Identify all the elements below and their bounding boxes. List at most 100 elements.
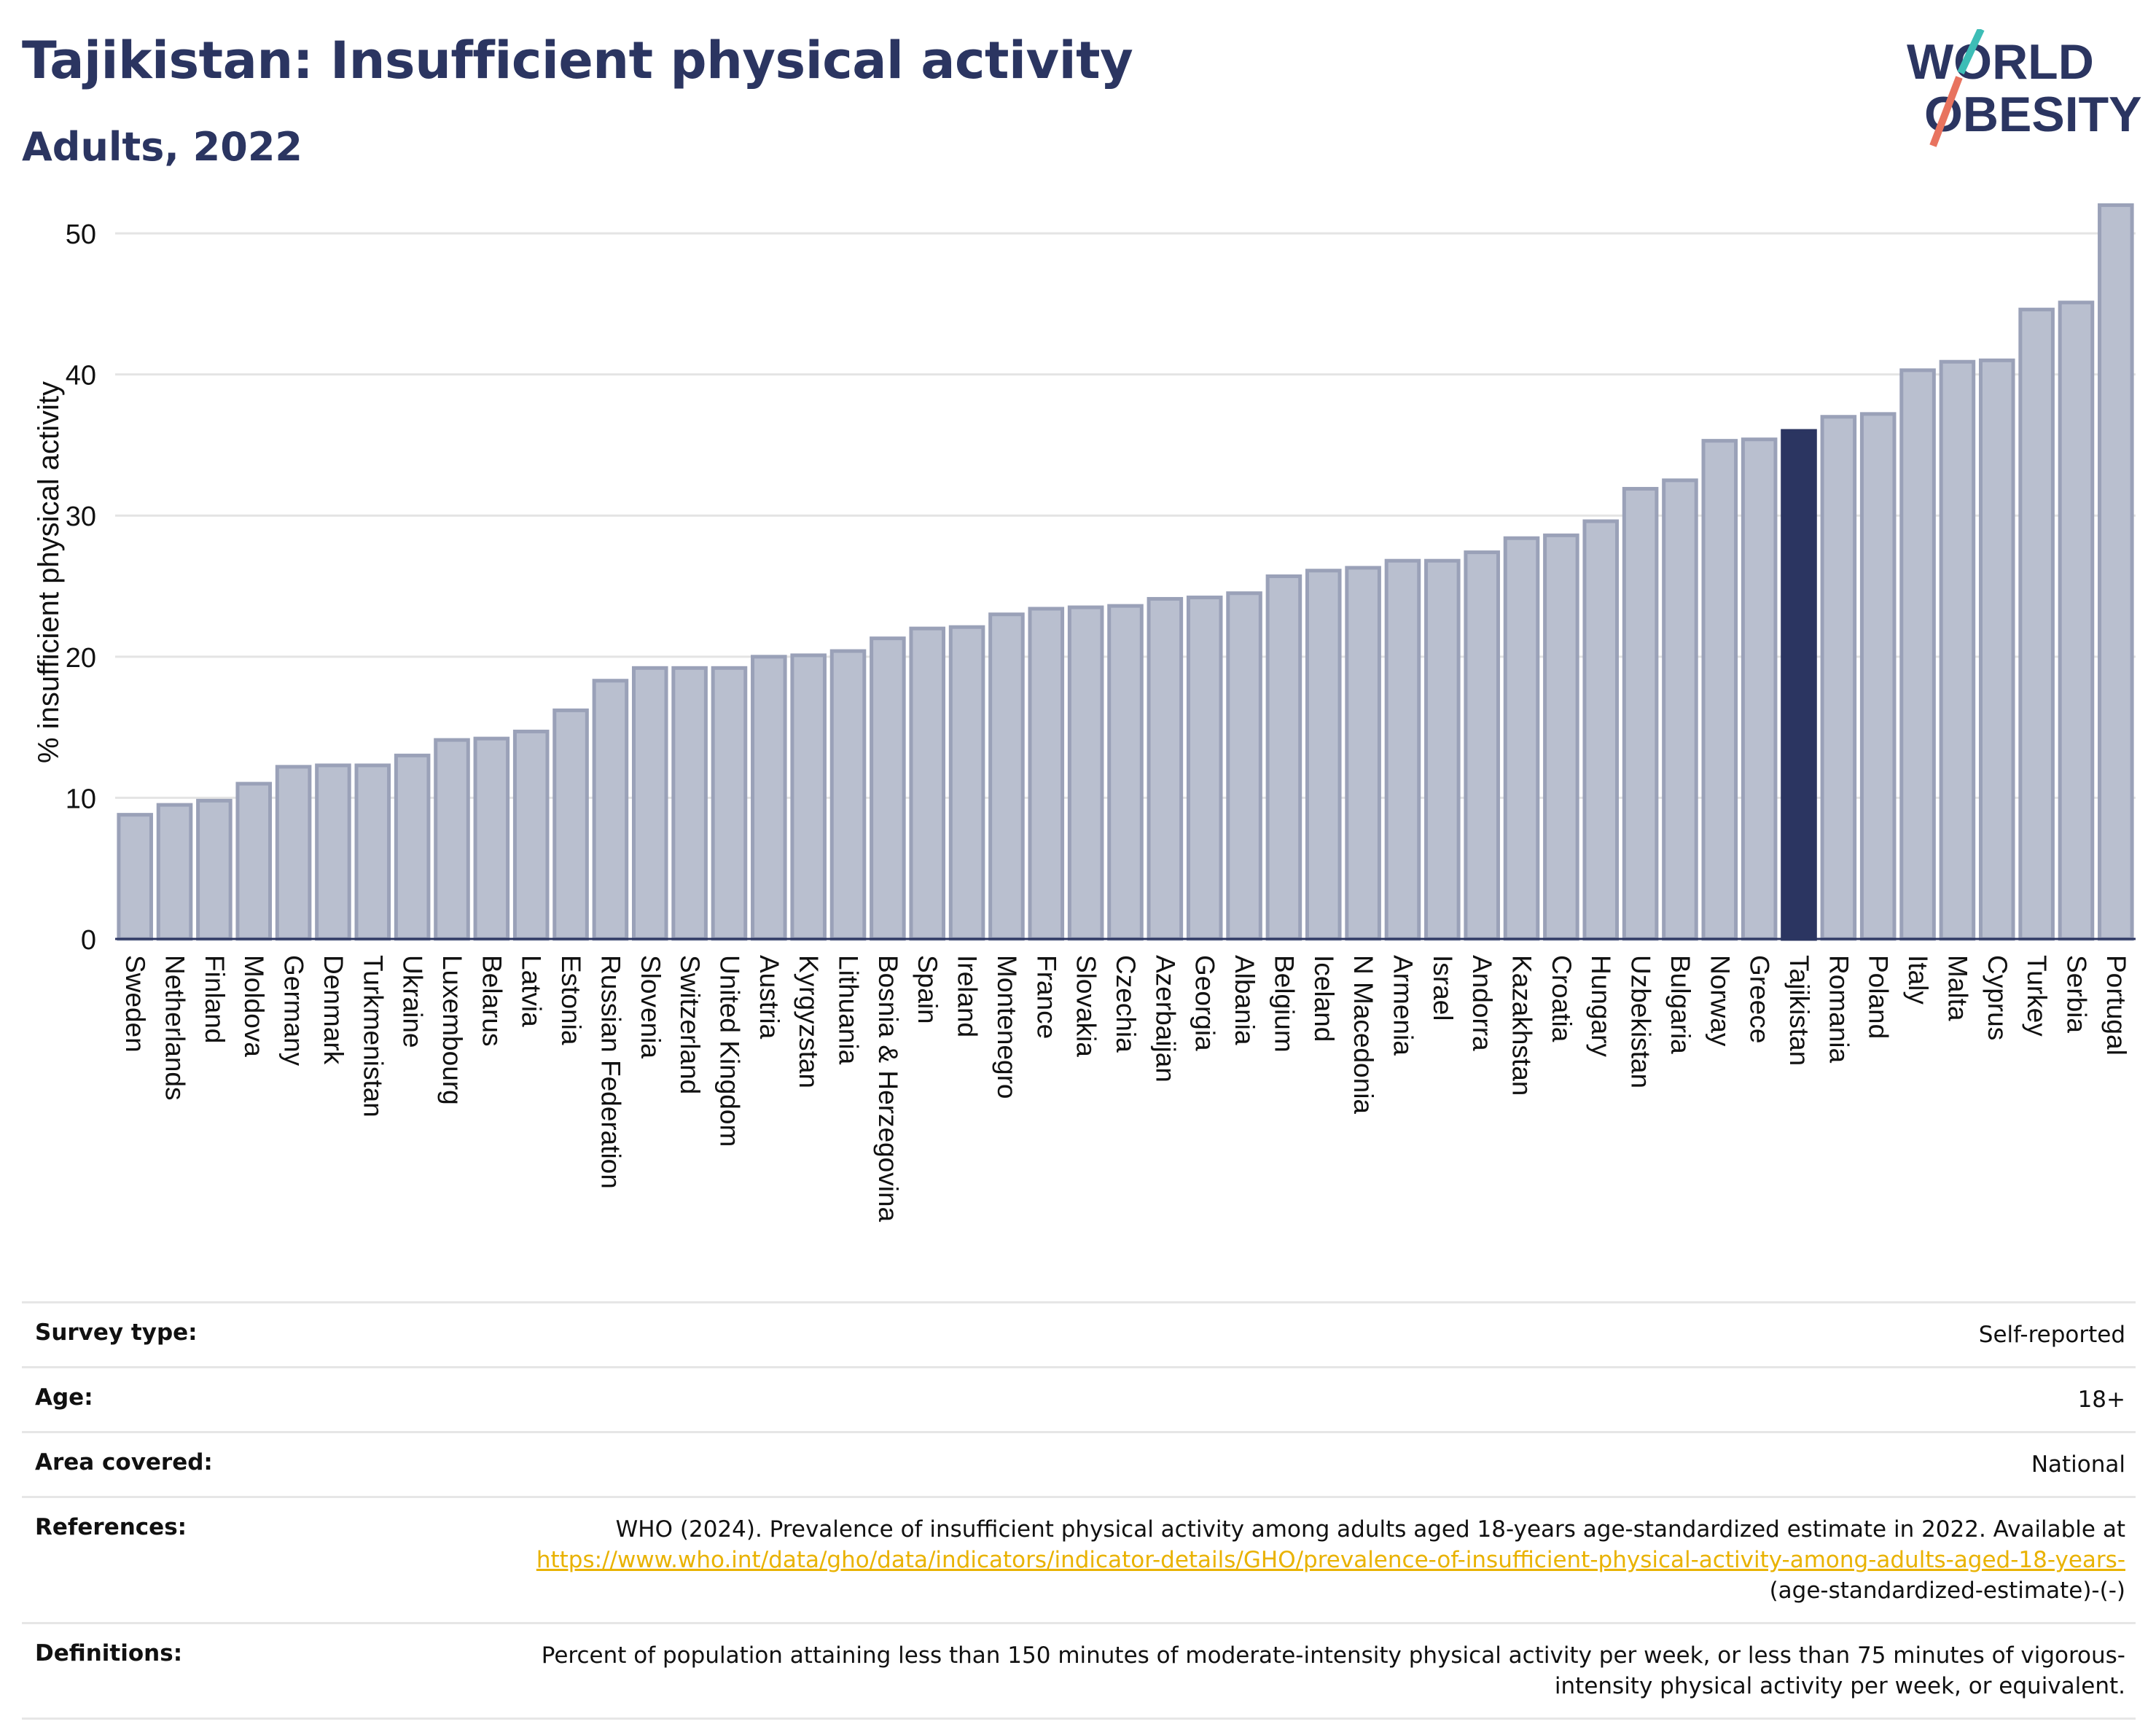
info-value: National (2031, 1451, 2125, 1478)
x-tick-label: Norway (1705, 955, 1735, 1047)
bar-portugal (2098, 203, 2134, 941)
x-tick-label: Romania (1824, 955, 1854, 1063)
x-tick-label: Italy (1903, 955, 1933, 1005)
x-tick-label: Switzerland (675, 955, 705, 1094)
bar-serbia (2058, 300, 2095, 941)
bar-turkmenistan (354, 763, 391, 941)
x-tick-label: Cyprus (1983, 955, 2012, 1040)
logo-line2: OBESITY (1924, 87, 2142, 142)
x-tick-label: Austria (754, 955, 784, 1040)
x-tick-label: Latvia (517, 955, 547, 1027)
bar-slovakia (1067, 605, 1104, 941)
bar-russian-federation (592, 679, 629, 941)
references-link[interactable]: https://www.who.int/data/gho/data/indica… (536, 1547, 2125, 1573)
x-tick-label: Turkmenistan (358, 955, 388, 1118)
bar-montenegro (988, 612, 1025, 941)
bar-france (1028, 607, 1065, 941)
x-tick-label: Kyrgyzstan (794, 955, 824, 1088)
y-tick-label: 0 (81, 925, 96, 956)
bar-estonia (552, 708, 589, 941)
bar-denmark (315, 763, 351, 941)
bar-italy (1899, 368, 1936, 941)
info-value: Self-reported (1978, 1322, 2125, 1348)
bar-czechia (1107, 604, 1144, 941)
x-tick-label: Spain (913, 955, 942, 1024)
bar-poland (1859, 412, 1897, 941)
x-tick-label: Belgium (1269, 955, 1299, 1053)
bar-belgium (1265, 574, 1302, 941)
bar-belarus (473, 736, 510, 941)
bar-finland (196, 798, 233, 941)
info-row-area: Area covered: National (22, 1431, 2136, 1496)
y-tick-label: 50 (66, 219, 96, 250)
info-row-definitions: Definitions: Percent of population attai… (22, 1622, 2136, 1720)
bar-chart: 0 10 20 30 40 50 Sweden Netherlands Finland Mold… (33, 203, 2136, 1223)
bar-uzbekistan (1622, 486, 1659, 941)
references-suffix: (age-standardized-estimate)-(-) (1769, 1578, 2125, 1604)
x-tick-label: Germany (279, 955, 309, 1067)
x-tick-label: Denmark (319, 955, 348, 1065)
x-tick-label: Azerbaijan (1150, 955, 1180, 1083)
logo-slash-teal (1957, 29, 1985, 75)
bar-spain (909, 626, 946, 941)
bar-united-kingdom (711, 666, 748, 941)
info-label: References: (35, 1514, 187, 1540)
x-tick-label: Portugal (2101, 955, 2131, 1056)
x-tick-label: Ukraine (398, 955, 428, 1048)
bar-azerbaijan (1147, 596, 1184, 941)
x-tick-label: Russian Federation (595, 955, 625, 1189)
logo-line1: WORLD (1907, 34, 2094, 90)
info-label: Area covered: (35, 1449, 213, 1475)
x-tick-label: Tajikistan (1784, 955, 1814, 1066)
bar-austria (751, 655, 787, 941)
x-tick-label: Poland (1864, 955, 1894, 1039)
bar-malta (1939, 359, 1976, 941)
x-tick-label: Ireland (953, 955, 983, 1037)
x-tick-label: United Kingdom (714, 955, 744, 1147)
bar-latvia (512, 729, 550, 941)
references-text: WHO (2024). Prevalence of insufficient p… (615, 1516, 2125, 1543)
x-tick-label: Albania (1230, 955, 1259, 1045)
bar-kazakhstan (1503, 536, 1540, 941)
x-tick-label: Lithuania (834, 955, 864, 1065)
x-tick-label: France (1031, 955, 1061, 1039)
x-tick-label: Netherlands (160, 955, 190, 1101)
bar-kyrgyzstan (790, 653, 827, 941)
bar-romania (1820, 415, 1857, 941)
page-subtitle: Adults, 2022 (22, 124, 302, 170)
info-label: Survey type: (35, 1319, 198, 1346)
x-tick-label: Bulgaria (1665, 955, 1695, 1054)
x-tick-label: Czechia (1111, 955, 1141, 1053)
x-tick-label: Belarus (477, 955, 507, 1046)
bar-ireland (948, 625, 985, 941)
x-tick-label: Andorra (1467, 955, 1497, 1051)
bar-cyprus (1978, 358, 2015, 941)
bar-switzerland (671, 666, 708, 941)
bar-bosnia-herzegovina (870, 636, 906, 941)
info-label: Age: (35, 1384, 93, 1411)
x-tick-label: Georgia (1190, 955, 1220, 1051)
x-tick-label: Malta (1942, 955, 1972, 1021)
y-tick-label: 10 (66, 784, 96, 814)
info-row-references: References: WHO (2024). Prevalence of in… (22, 1496, 2136, 1622)
bar-israel (1424, 558, 1461, 941)
bar-slovenia (631, 666, 668, 941)
bar-tajikistan (1781, 429, 1817, 941)
x-tick-label: Serbia (2061, 955, 2091, 1033)
y-tick-label: 40 (66, 361, 96, 391)
y-tick-label: 30 (66, 502, 96, 532)
info-value: 18+ (2077, 1387, 2125, 1413)
bar-albania (1226, 591, 1262, 941)
x-tick-label: Sweden (120, 955, 150, 1053)
info-label: Definitions: (35, 1640, 183, 1666)
x-tick-label: Armenia (1388, 955, 1418, 1056)
x-tick-label: Kazakhstan (1507, 955, 1537, 1096)
bar-n-macedonia (1345, 566, 1381, 941)
world-obesity-logo: WORLD OBESITY (1907, 29, 2142, 147)
bar-lithuania (829, 649, 867, 941)
x-tick-label: Luxembourg (437, 955, 467, 1105)
x-tick-label: Uzbekistan (1626, 955, 1656, 1088)
bar-moldova (235, 781, 273, 941)
info-row-age: Age: 18+ (22, 1366, 2136, 1431)
bar-bulgaria (1662, 478, 1698, 941)
